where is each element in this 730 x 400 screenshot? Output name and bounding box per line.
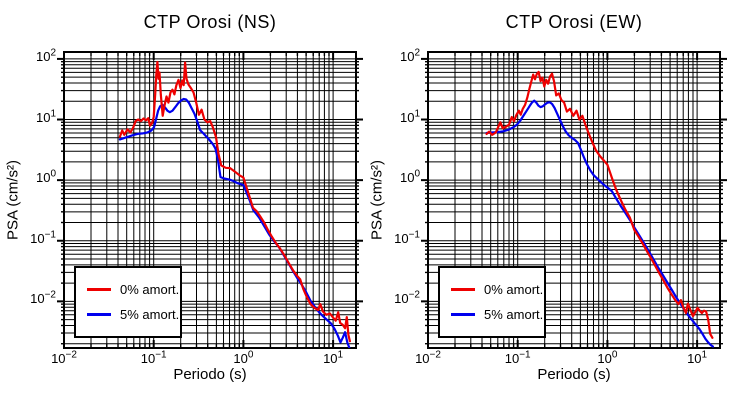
- y-tick-label: 102: [399, 47, 420, 64]
- legend-line-swatch-0pct: [87, 288, 111, 291]
- legend-item: 0% amort.: [440, 282, 544, 297]
- chart-title: CTP Orosi (NS): [143, 12, 277, 32]
- legend-line-swatch-5pct: [451, 313, 475, 316]
- series-line-0-amort-: [485, 70, 714, 339]
- legend-line-swatch-5pct: [87, 313, 111, 316]
- legend-label-0pct: 0% amort.: [484, 282, 544, 297]
- legend-item: 5% amort.: [440, 307, 544, 322]
- y-tick-label: 10−2: [394, 290, 420, 307]
- legend-box: 0% amort. 5% amort.: [74, 266, 182, 338]
- x-tick-label: 100: [233, 349, 254, 366]
- chart-ns: CTP Orosi (NS) PSA (cm/s²) Periodo (s) 0…: [5, 12, 363, 383]
- x-tick-label: 100: [597, 349, 618, 366]
- legend-label-5pct: 5% amort.: [120, 307, 180, 322]
- y-tick-label: 10−1: [30, 229, 56, 246]
- plot-frame: [427, 51, 721, 349]
- plot-frame: [63, 51, 357, 349]
- series-line-0-amort-: [118, 60, 351, 343]
- legend-label-0pct: 0% amort.: [120, 282, 180, 297]
- legend-item: 0% amort.: [76, 282, 180, 297]
- legend-line-swatch-0pct: [451, 288, 475, 291]
- x-tick-label: 10−2: [415, 349, 441, 366]
- x-tick-label: 101: [323, 349, 344, 366]
- y-tick-label: 10−2: [30, 290, 56, 307]
- y-tick-label: 102: [35, 47, 56, 64]
- legend-label-5pct: 5% amort.: [484, 307, 544, 322]
- y-tick-label: 101: [399, 108, 420, 125]
- legend-item: 5% amort.: [76, 307, 180, 322]
- x-tick-label: 10−2: [51, 349, 77, 366]
- x-axis-label: Periodo (s): [537, 366, 611, 383]
- chart-ew: CTP Orosi (EW) PSA (cm/s²) Periodo (s) 0…: [364, 0, 730, 400]
- y-tick-label: 101: [35, 108, 56, 125]
- x-tick-label: 10−1: [504, 349, 531, 366]
- x-tick-label: 10−1: [140, 349, 167, 366]
- chart-title: CTP Orosi (EW): [505, 12, 643, 32]
- y-tick-label: 10−1: [394, 229, 420, 246]
- legend-box: 0% amort. 5% amort.: [438, 266, 546, 338]
- x-tick-label: 101: [687, 349, 708, 366]
- series-line-5-amort-: [485, 99, 714, 348]
- y-tick-label: 100: [35, 168, 56, 186]
- y-tick-label: 100: [399, 168, 420, 186]
- x-axis-label: Periodo (s): [173, 366, 247, 383]
